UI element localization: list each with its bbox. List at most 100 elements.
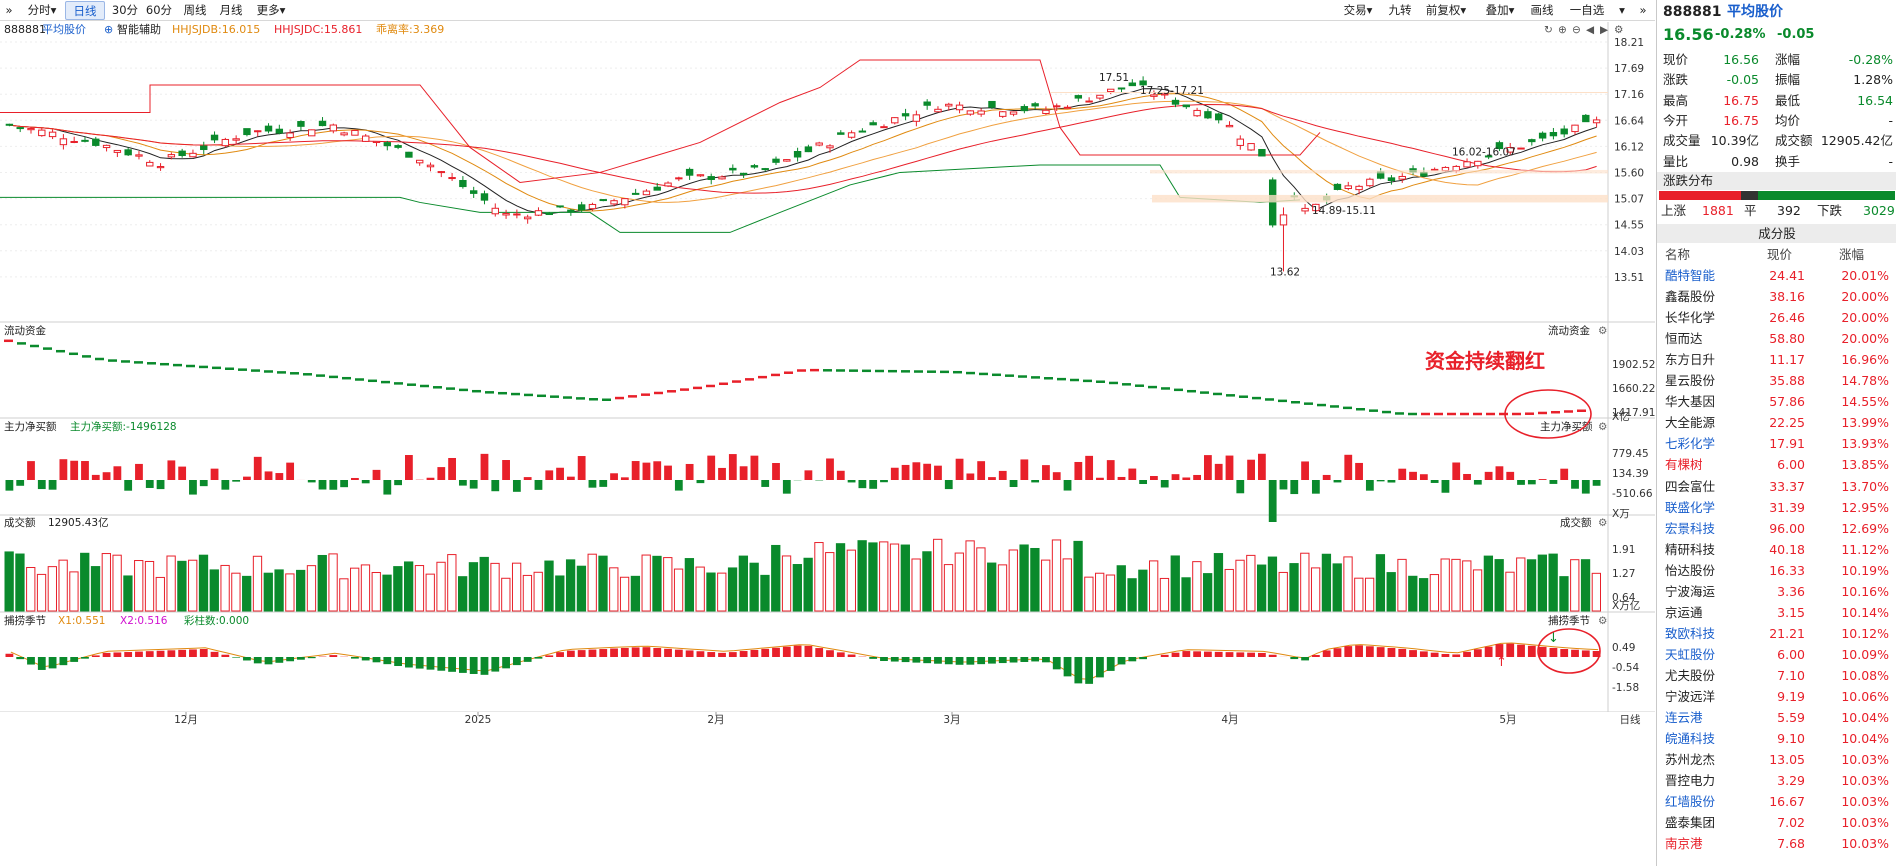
component-row[interactable]: 有棵树 6.00 13.85%	[1657, 455, 1896, 475]
component-row[interactable]: 星云股份 35.88 14.78%	[1657, 371, 1896, 391]
vol-bar	[1494, 559, 1504, 612]
candle-body	[340, 132, 348, 136]
main-bar	[761, 480, 770, 487]
vol-bar	[533, 571, 543, 612]
candle-body	[707, 176, 715, 180]
quote-change-abs: -0.05	[1777, 27, 1815, 42]
chevron-down-icon[interactable]: ▾	[1619, 3, 1625, 17]
season-bar	[1463, 651, 1471, 657]
component-row[interactable]: 宁波海运 3.36 10.16%	[1657, 582, 1896, 602]
overlay-button[interactable]: 叠加▾	[1485, 3, 1515, 17]
component-row[interactable]: 东方日升 11.17 16.96%	[1657, 350, 1896, 370]
stat-label: 涨跌	[1663, 72, 1689, 88]
candle-body	[718, 176, 726, 180]
candle-body	[1344, 185, 1352, 190]
main-bar	[437, 467, 446, 480]
tab-30min[interactable]: 30分	[111, 3, 139, 17]
season-bar	[1257, 652, 1266, 657]
candle-body	[243, 128, 251, 136]
candle-body	[685, 168, 694, 176]
component-row[interactable]: 苏州龙杰 13.05 10.03%	[1657, 750, 1896, 770]
main-bar	[70, 460, 79, 480]
component-row[interactable]: 恒而达 58.80 20.00%	[1657, 329, 1896, 349]
main-bar	[1387, 480, 1396, 483]
col-change[interactable]: 涨幅	[1839, 247, 1865, 262]
component-row[interactable]: 酷特智能 24.41 20.01%	[1657, 266, 1896, 286]
main-bar	[955, 458, 964, 480]
season-bar	[1495, 644, 1504, 657]
vol-unit: X万亿	[1612, 599, 1640, 612]
main-bar	[1409, 471, 1417, 480]
tab-day[interactable]: 日线	[65, 1, 105, 20]
component-name: 红墙股份	[1665, 794, 1716, 810]
chart-tools[interactable]: ↻ ⊕ ⊖ ◀ ▶ ⚙	[1544, 24, 1623, 36]
vol-bar	[900, 544, 910, 612]
vol-bar	[717, 572, 727, 612]
candle-body	[761, 168, 769, 171]
component-row[interactable]: 怡达股份 16.33 10.19%	[1657, 561, 1896, 581]
main-bar	[869, 480, 878, 489]
component-row[interactable]: 宁波远洋 9.19 10.06%	[1657, 687, 1896, 707]
collapse-icon[interactable]: »	[5, 3, 13, 17]
main-bar	[1452, 462, 1461, 480]
draw-button[interactable]: 画线	[1530, 3, 1554, 17]
tab-fenshi[interactable]: 分时▾	[27, 3, 57, 17]
component-row[interactable]: 晋控电力 3.29 10.03%	[1657, 771, 1896, 791]
component-row[interactable]: 京运通 3.15 10.14%	[1657, 603, 1896, 623]
stat-label: 均价	[1775, 112, 1801, 128]
trade-button[interactable]: 交易▾	[1343, 3, 1373, 17]
component-row[interactable]: 联盛化学 31.39 12.95%	[1657, 498, 1896, 518]
adjust-button[interactable]: 前复权▾	[1425, 3, 1467, 17]
vol-bar	[781, 555, 792, 612]
vol-bar	[90, 566, 101, 612]
component-row[interactable]: 尤夫股份 7.10 10.08%	[1657, 666, 1896, 686]
col-name[interactable]: 名称	[1665, 247, 1691, 262]
component-row[interactable]: 天虹股份 6.00 10.09%	[1657, 645, 1896, 665]
vol-bar	[26, 567, 36, 612]
season-bar	[232, 657, 241, 658]
tab-60min[interactable]: 60分	[145, 3, 173, 17]
season-bar	[135, 651, 143, 657]
component-row[interactable]: 四会富仕 33.37 13.70%	[1657, 477, 1896, 497]
component-row[interactable]: 鑫磊股份 38.16 20.00%	[1657, 287, 1896, 307]
tab-week[interactable]: 周线	[183, 3, 207, 17]
season-bar	[534, 657, 543, 659]
component-row[interactable]: 南京港 7.68 10.03%	[1657, 834, 1896, 854]
component-row[interactable]: 皖通科技 9.10 10.04%	[1657, 729, 1896, 749]
tab-more[interactable]: 更多▾	[256, 3, 286, 17]
candle-body	[1247, 143, 1255, 151]
main-bar	[264, 471, 273, 480]
dist-flat-label: 平	[1744, 203, 1757, 218]
component-row[interactable]: 盛泰集团 7.02 10.03%	[1657, 813, 1896, 833]
component-price: 35.88	[1769, 373, 1805, 389]
vol-bar	[350, 567, 360, 612]
component-row[interactable]: 长华化学 26.46 20.00%	[1657, 308, 1896, 328]
component-row[interactable]: 大全能源 22.25 13.99%	[1657, 413, 1896, 433]
main-bar	[1031, 480, 1040, 483]
season-bar	[815, 648, 824, 657]
main-bar	[253, 456, 262, 480]
col-price[interactable]: 现价	[1767, 247, 1793, 262]
candle-body	[1193, 109, 1201, 117]
component-price: 40.18	[1769, 541, 1805, 557]
jiuzhuan-button[interactable]: 九转	[1388, 3, 1412, 17]
tab-month[interactable]: 月线	[219, 3, 243, 17]
component-row[interactable]: 连云港 5.59 10.04%	[1657, 708, 1896, 728]
component-row[interactable]: 宏景科技 96.00 12.69%	[1657, 519, 1896, 539]
candle-body	[999, 111, 1007, 117]
vol-bar	[706, 572, 716, 612]
component-row[interactable]: 七彩化学 17.91 13.93%	[1657, 434, 1896, 454]
component-change: 13.70%	[1841, 478, 1889, 494]
component-row[interactable]: 华大基因 57.86 14.55%	[1657, 392, 1896, 412]
candle-body	[372, 140, 381, 144]
component-row[interactable]: 红墙股份 16.67 10.03%	[1657, 792, 1896, 812]
season-bar	[167, 650, 176, 657]
component-row[interactable]: 精研科技 40.18 11.12%	[1657, 540, 1896, 560]
watchlist-button[interactable]: 一自选	[1569, 3, 1605, 17]
expand-icon[interactable]: »	[1639, 3, 1647, 17]
component-change: 10.19%	[1841, 562, 1889, 578]
component-row[interactable]: 致欧科技 21.21 10.12%	[1657, 624, 1896, 644]
season-bar	[437, 657, 446, 671]
candle-body	[1182, 104, 1191, 108]
kline-chart[interactable]: 888881 平均股价 ⊕ 智能辅助 HHJSJDB:16.015 HHJSJD…	[0, 22, 1655, 866]
